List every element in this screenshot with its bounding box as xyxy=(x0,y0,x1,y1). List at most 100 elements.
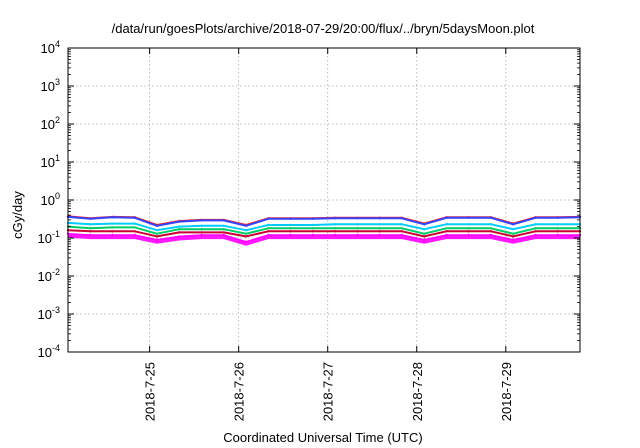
y-tick-exponent: -4 xyxy=(52,343,60,353)
y-tick-label: 10-4 xyxy=(38,343,60,360)
data-point xyxy=(356,223,359,226)
y-tick-exponent: 4 xyxy=(55,39,60,49)
y-tick-base: 10 xyxy=(41,117,55,132)
data-point xyxy=(556,230,559,233)
data-point xyxy=(445,223,448,226)
series-band xyxy=(68,233,580,246)
data-point xyxy=(289,233,292,237)
series-line xyxy=(67,229,580,238)
data-point xyxy=(400,217,404,220)
data-point xyxy=(512,232,515,235)
data-point xyxy=(467,230,470,233)
data-point xyxy=(267,217,270,220)
data-point xyxy=(556,233,559,237)
data-point xyxy=(333,233,337,237)
y-tick-label: 10-3 xyxy=(38,305,60,322)
data-point xyxy=(489,227,493,230)
series-line xyxy=(67,225,580,235)
data-point xyxy=(311,230,315,233)
y-tick-label: 102 xyxy=(41,115,60,132)
data-point xyxy=(423,238,426,241)
data-point xyxy=(378,217,381,220)
data-point xyxy=(178,231,181,234)
data-point xyxy=(133,216,136,219)
x-tick-label: 2018-7-29 xyxy=(499,362,514,421)
data-point xyxy=(467,233,470,237)
data-point xyxy=(89,227,92,230)
data-point xyxy=(89,233,92,237)
data-point xyxy=(133,222,136,225)
data-point xyxy=(222,224,225,227)
data-point xyxy=(178,225,181,228)
data-point xyxy=(400,223,404,226)
plot-series xyxy=(66,215,582,246)
data-point xyxy=(489,233,493,237)
data-point xyxy=(400,233,404,237)
data-point xyxy=(512,235,515,238)
data-point xyxy=(200,228,203,231)
data-point xyxy=(378,230,381,233)
data-point xyxy=(378,233,381,237)
data-point xyxy=(244,224,248,227)
data-point xyxy=(111,222,114,225)
data-point xyxy=(423,235,426,238)
data-point xyxy=(178,220,181,223)
y-tick-base: 10 xyxy=(38,231,52,246)
y-tick-label: 103 xyxy=(41,77,60,94)
grid-lines xyxy=(68,48,580,352)
data-point xyxy=(333,227,337,230)
y-tick-exponent: -3 xyxy=(52,305,60,315)
data-point xyxy=(400,227,404,230)
data-point xyxy=(512,223,515,226)
y-tick-base: 10 xyxy=(41,79,55,94)
y-tick-exponent: 2 xyxy=(55,115,60,125)
data-point xyxy=(155,235,159,238)
data-point xyxy=(556,227,559,230)
data-point xyxy=(155,232,159,235)
data-point xyxy=(289,223,292,227)
series-line xyxy=(67,232,580,243)
data-point xyxy=(155,238,159,241)
y-tick-base: 10 xyxy=(38,345,52,360)
y-tick-exponent: -1 xyxy=(52,229,60,239)
data-point xyxy=(423,232,426,235)
data-point xyxy=(289,230,292,233)
series-line xyxy=(67,221,580,232)
data-point xyxy=(423,228,426,231)
data-point xyxy=(467,223,470,226)
data-point xyxy=(378,227,381,230)
data-point xyxy=(89,230,92,233)
data-point xyxy=(133,230,136,233)
data-point xyxy=(356,230,359,233)
data-point xyxy=(200,233,203,237)
data-point xyxy=(155,224,159,227)
y-tick-exponent: 0 xyxy=(55,191,60,201)
data-point xyxy=(267,227,270,230)
data-point xyxy=(333,230,337,233)
data-point xyxy=(356,227,359,230)
data-point xyxy=(89,223,92,226)
y-tick-base: 10 xyxy=(41,155,55,170)
y-tick-label: 101 xyxy=(41,153,60,170)
data-point xyxy=(311,227,315,230)
y-axis-label: cGy/day xyxy=(10,191,25,239)
data-point xyxy=(534,233,537,237)
data-point xyxy=(311,223,315,227)
data-point xyxy=(200,219,203,222)
data-point xyxy=(467,216,470,219)
data-point xyxy=(378,223,381,226)
y-tick-base: 10 xyxy=(38,269,52,284)
y-tick-exponent: 1 xyxy=(55,153,60,163)
data-point xyxy=(534,227,537,230)
data-point xyxy=(556,216,559,219)
data-point xyxy=(512,228,515,231)
data-point xyxy=(489,230,493,233)
x-tick-label: 2018-7-28 xyxy=(410,362,425,421)
y-tick-label: 104 xyxy=(41,39,60,56)
data-point xyxy=(289,227,292,230)
data-point xyxy=(89,217,92,220)
x-axis-label: Coordinated Universal Time (UTC) xyxy=(223,430,422,445)
data-point xyxy=(200,231,203,234)
